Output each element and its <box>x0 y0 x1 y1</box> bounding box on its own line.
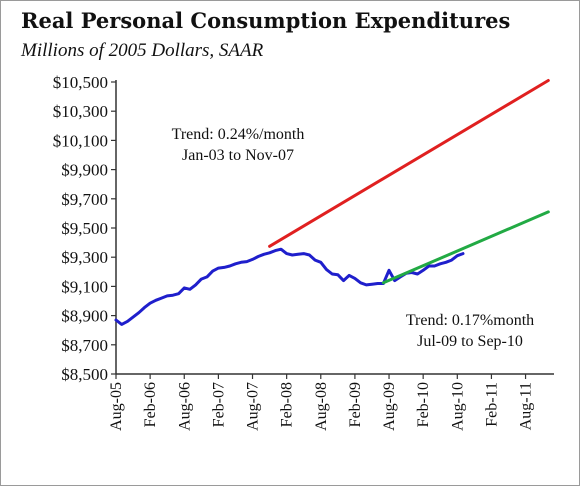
data-point <box>337 273 339 276</box>
x-tick-label: Aug-10 <box>449 382 466 431</box>
x-tick-label: Feb-07 <box>210 382 227 427</box>
data-point <box>393 279 396 282</box>
series-line-1 <box>268 79 550 248</box>
data-point <box>126 320 129 323</box>
data-point <box>285 252 288 255</box>
data-point <box>450 259 453 261</box>
data-point <box>274 249 277 252</box>
data-point <box>240 261 242 264</box>
annotation-0-line-1: Jan-03 to Nov-07 <box>182 147 294 164</box>
data-point <box>302 252 305 255</box>
x-tick-label: Aug-05 <box>108 382 125 431</box>
x-tick-label: Aug-06 <box>176 382 193 431</box>
data-point <box>382 281 385 284</box>
y-tick-label: $9,300 <box>61 248 108 267</box>
data-point <box>160 297 163 299</box>
y-tick-label: $8,500 <box>61 365 108 384</box>
y-tick-label: $9,500 <box>61 219 108 238</box>
data-point <box>149 302 151 304</box>
annotation-0-line-0: Trend: 0.24%/month <box>172 126 305 143</box>
series-line-2 <box>381 210 550 285</box>
x-tick-label: Aug-08 <box>313 382 330 431</box>
data-point <box>217 267 220 269</box>
data-point <box>308 254 311 256</box>
data-point <box>132 316 134 318</box>
data-point <box>172 294 174 296</box>
data-point <box>177 292 180 295</box>
data-point <box>280 248 282 250</box>
data-point <box>547 79 550 82</box>
data-point <box>143 306 146 309</box>
data-point <box>263 253 265 256</box>
annotation-1-line-0: Trend: 0.17%month <box>406 312 534 329</box>
x-tick-label: Aug-07 <box>245 382 262 431</box>
data-point <box>456 254 459 257</box>
data-point <box>388 269 390 272</box>
data-point <box>314 259 316 261</box>
data-point <box>206 276 208 278</box>
data-point <box>319 261 322 264</box>
data-point <box>257 255 260 258</box>
x-tick-label: Aug-11 <box>518 382 535 430</box>
data-point <box>228 265 231 267</box>
data-point <box>547 211 550 213</box>
data-point <box>371 283 373 286</box>
chart-title: Real Personal Consumption Expenditures <box>21 8 511 33</box>
x-tick-label: Aug-09 <box>381 382 398 431</box>
data-point <box>120 323 123 326</box>
y-tick-label: $9,100 <box>61 277 108 296</box>
data-point <box>325 268 328 271</box>
data-point <box>251 258 254 261</box>
x-tick-label: Feb-10 <box>415 382 432 427</box>
data-point <box>348 274 351 277</box>
data-point <box>365 284 368 286</box>
data-point <box>342 279 345 282</box>
data-point <box>194 284 197 286</box>
data-point <box>246 260 248 263</box>
data-point <box>189 288 191 291</box>
data-point <box>445 261 447 264</box>
data-point <box>291 254 294 256</box>
y-tick-label: $8,900 <box>61 307 108 326</box>
data-point <box>183 287 186 289</box>
x-tick-label: Feb-09 <box>347 382 364 427</box>
data-point <box>155 299 157 302</box>
data-point <box>234 262 237 265</box>
x-tick-label: Feb-08 <box>279 382 296 427</box>
y-tick-label: $10,100 <box>53 131 108 150</box>
data-point <box>433 265 436 267</box>
annotation-1-line-1: Jul-09 to Sep-10 <box>417 333 523 350</box>
y-tick-label: $10,500 <box>53 73 108 92</box>
data-point <box>354 277 356 280</box>
data-point <box>297 253 299 256</box>
y-tick-label: $9,700 <box>61 190 108 209</box>
data-point <box>416 273 419 275</box>
data-point <box>376 282 379 285</box>
y-tick-label: $10,300 <box>53 102 108 121</box>
data-point <box>115 319 117 321</box>
data-point <box>439 262 442 265</box>
data-point <box>268 245 271 248</box>
y-tick-label: $9,900 <box>61 161 108 180</box>
data-point <box>223 266 225 269</box>
data-point <box>166 295 168 297</box>
data-point <box>268 252 271 254</box>
data-point <box>331 273 333 275</box>
data-point <box>200 278 203 280</box>
x-tick-label: Feb-11 <box>483 382 500 427</box>
data-point <box>211 270 214 272</box>
data-point <box>462 252 464 255</box>
data-point <box>428 265 430 267</box>
data-point <box>422 269 424 272</box>
data-point <box>137 311 140 314</box>
x-tick-label: Feb-06 <box>142 382 159 427</box>
y-tick-label: $8,700 <box>61 336 108 355</box>
data-point <box>359 281 362 284</box>
chart-subtitle: Millions of 2005 Dollars, SAAR <box>21 40 264 61</box>
